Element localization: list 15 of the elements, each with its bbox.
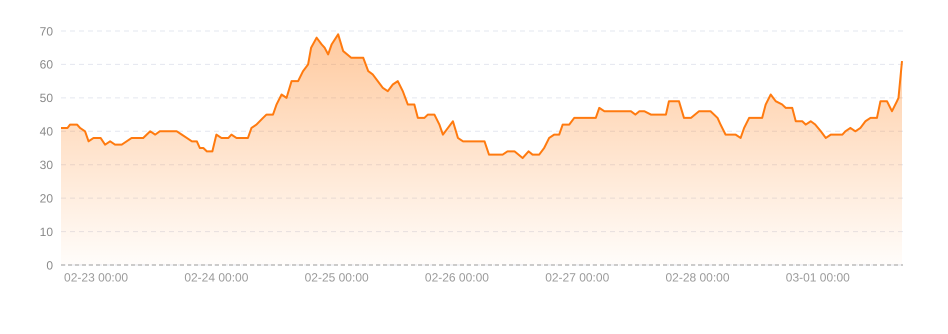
x-tick-label: 02-23 00:00 — [64, 270, 128, 285]
y-tick-label: 20 — [40, 191, 54, 206]
y-tick-label: 0 — [46, 258, 54, 272]
y-tick-label: 10 — [40, 224, 54, 239]
y-tick-label: 70 — [40, 24, 54, 38]
x-tick-label: 02-26 00:00 — [424, 270, 490, 285]
y-tick-label: 50 — [40, 91, 54, 106]
y-tick-label: 60 — [40, 58, 54, 72]
y-tick-label: 40 — [40, 124, 54, 139]
x-tick-label: 03-01 00:00 — [786, 270, 850, 285]
x-tick-label: 02-24 00:00 — [184, 270, 249, 285]
x-tick-label: 02-25 00:00 — [304, 270, 370, 285]
x-tick-label: 02-28 00:00 — [665, 270, 730, 285]
x-tick-label: 02-27 00:00 — [545, 270, 610, 285]
y-tick-label: 30 — [40, 158, 54, 172]
